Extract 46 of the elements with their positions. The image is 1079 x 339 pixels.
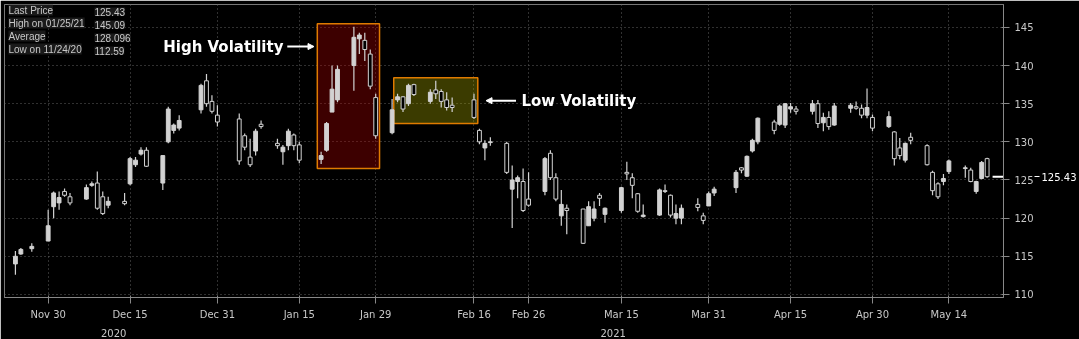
candlestick — [733, 169, 739, 194]
text: Low on 11/24/20 112.59 — [8, 43, 125, 57]
candlestick — [362, 32, 368, 62]
annotation: High on 01/25/21 145.09 — [8, 17, 126, 31]
band-label: Low Volatility — [521, 91, 637, 110]
candlestick — [624, 161, 630, 181]
candlestick — [13, 250, 18, 276]
candlestick — [471, 93, 477, 120]
y-tick-label: 125 — [1014, 174, 1034, 186]
x-tick-label: Dec 15 — [112, 308, 148, 320]
x-tick-label: Mar 31 — [691, 308, 727, 320]
y-tick-label: 115 — [1014, 251, 1034, 263]
x-tick-label: Apr 15 — [774, 308, 808, 320]
candlestick — [280, 144, 286, 166]
text: Average 128.096 — [8, 30, 131, 44]
x-tick-label: Feb 26 — [511, 308, 546, 320]
x-tick-label: May 14 — [930, 308, 968, 320]
x-tick-label: Nov 30 — [30, 308, 66, 320]
candlestick — [629, 172, 635, 199]
y-tick-label: 130 — [1014, 136, 1034, 148]
ref-line-label: 125.43 — [1041, 171, 1077, 183]
text: 2021 — [600, 327, 626, 339]
x-tick-label: Feb 16 — [457, 308, 491, 320]
candlestick — [618, 186, 624, 214]
candlestick — [389, 98, 395, 135]
x-tick-label: Jan 29 — [359, 308, 392, 320]
candlestick — [482, 139, 488, 161]
y-tick-label: 145 — [1014, 22, 1034, 34]
candlestick — [602, 206, 608, 224]
candlestick — [247, 138, 253, 168]
y-tick-label: 140 — [1014, 60, 1034, 72]
x-tick-label: Apr 30 — [855, 308, 890, 320]
band-label: High Volatility — [163, 37, 284, 56]
x-tick-label: Mar 15 — [603, 308, 639, 320]
y-tick-label: 135 — [1014, 98, 1034, 110]
text: 2020 — [100, 327, 127, 339]
y-tick-label: 110 — [1014, 289, 1034, 301]
candlestick — [45, 209, 51, 242]
candlestick — [318, 151, 324, 165]
candlestick — [214, 104, 220, 128]
candlestick — [253, 128, 259, 157]
x-tick-label: Jan 15 — [282, 308, 315, 320]
y-tick-label: 120 — [1014, 213, 1034, 225]
text: Last Price 125.43 — [8, 4, 126, 18]
x-tick-label: Dec 31 — [199, 308, 236, 320]
candlestick — [258, 119, 264, 130]
